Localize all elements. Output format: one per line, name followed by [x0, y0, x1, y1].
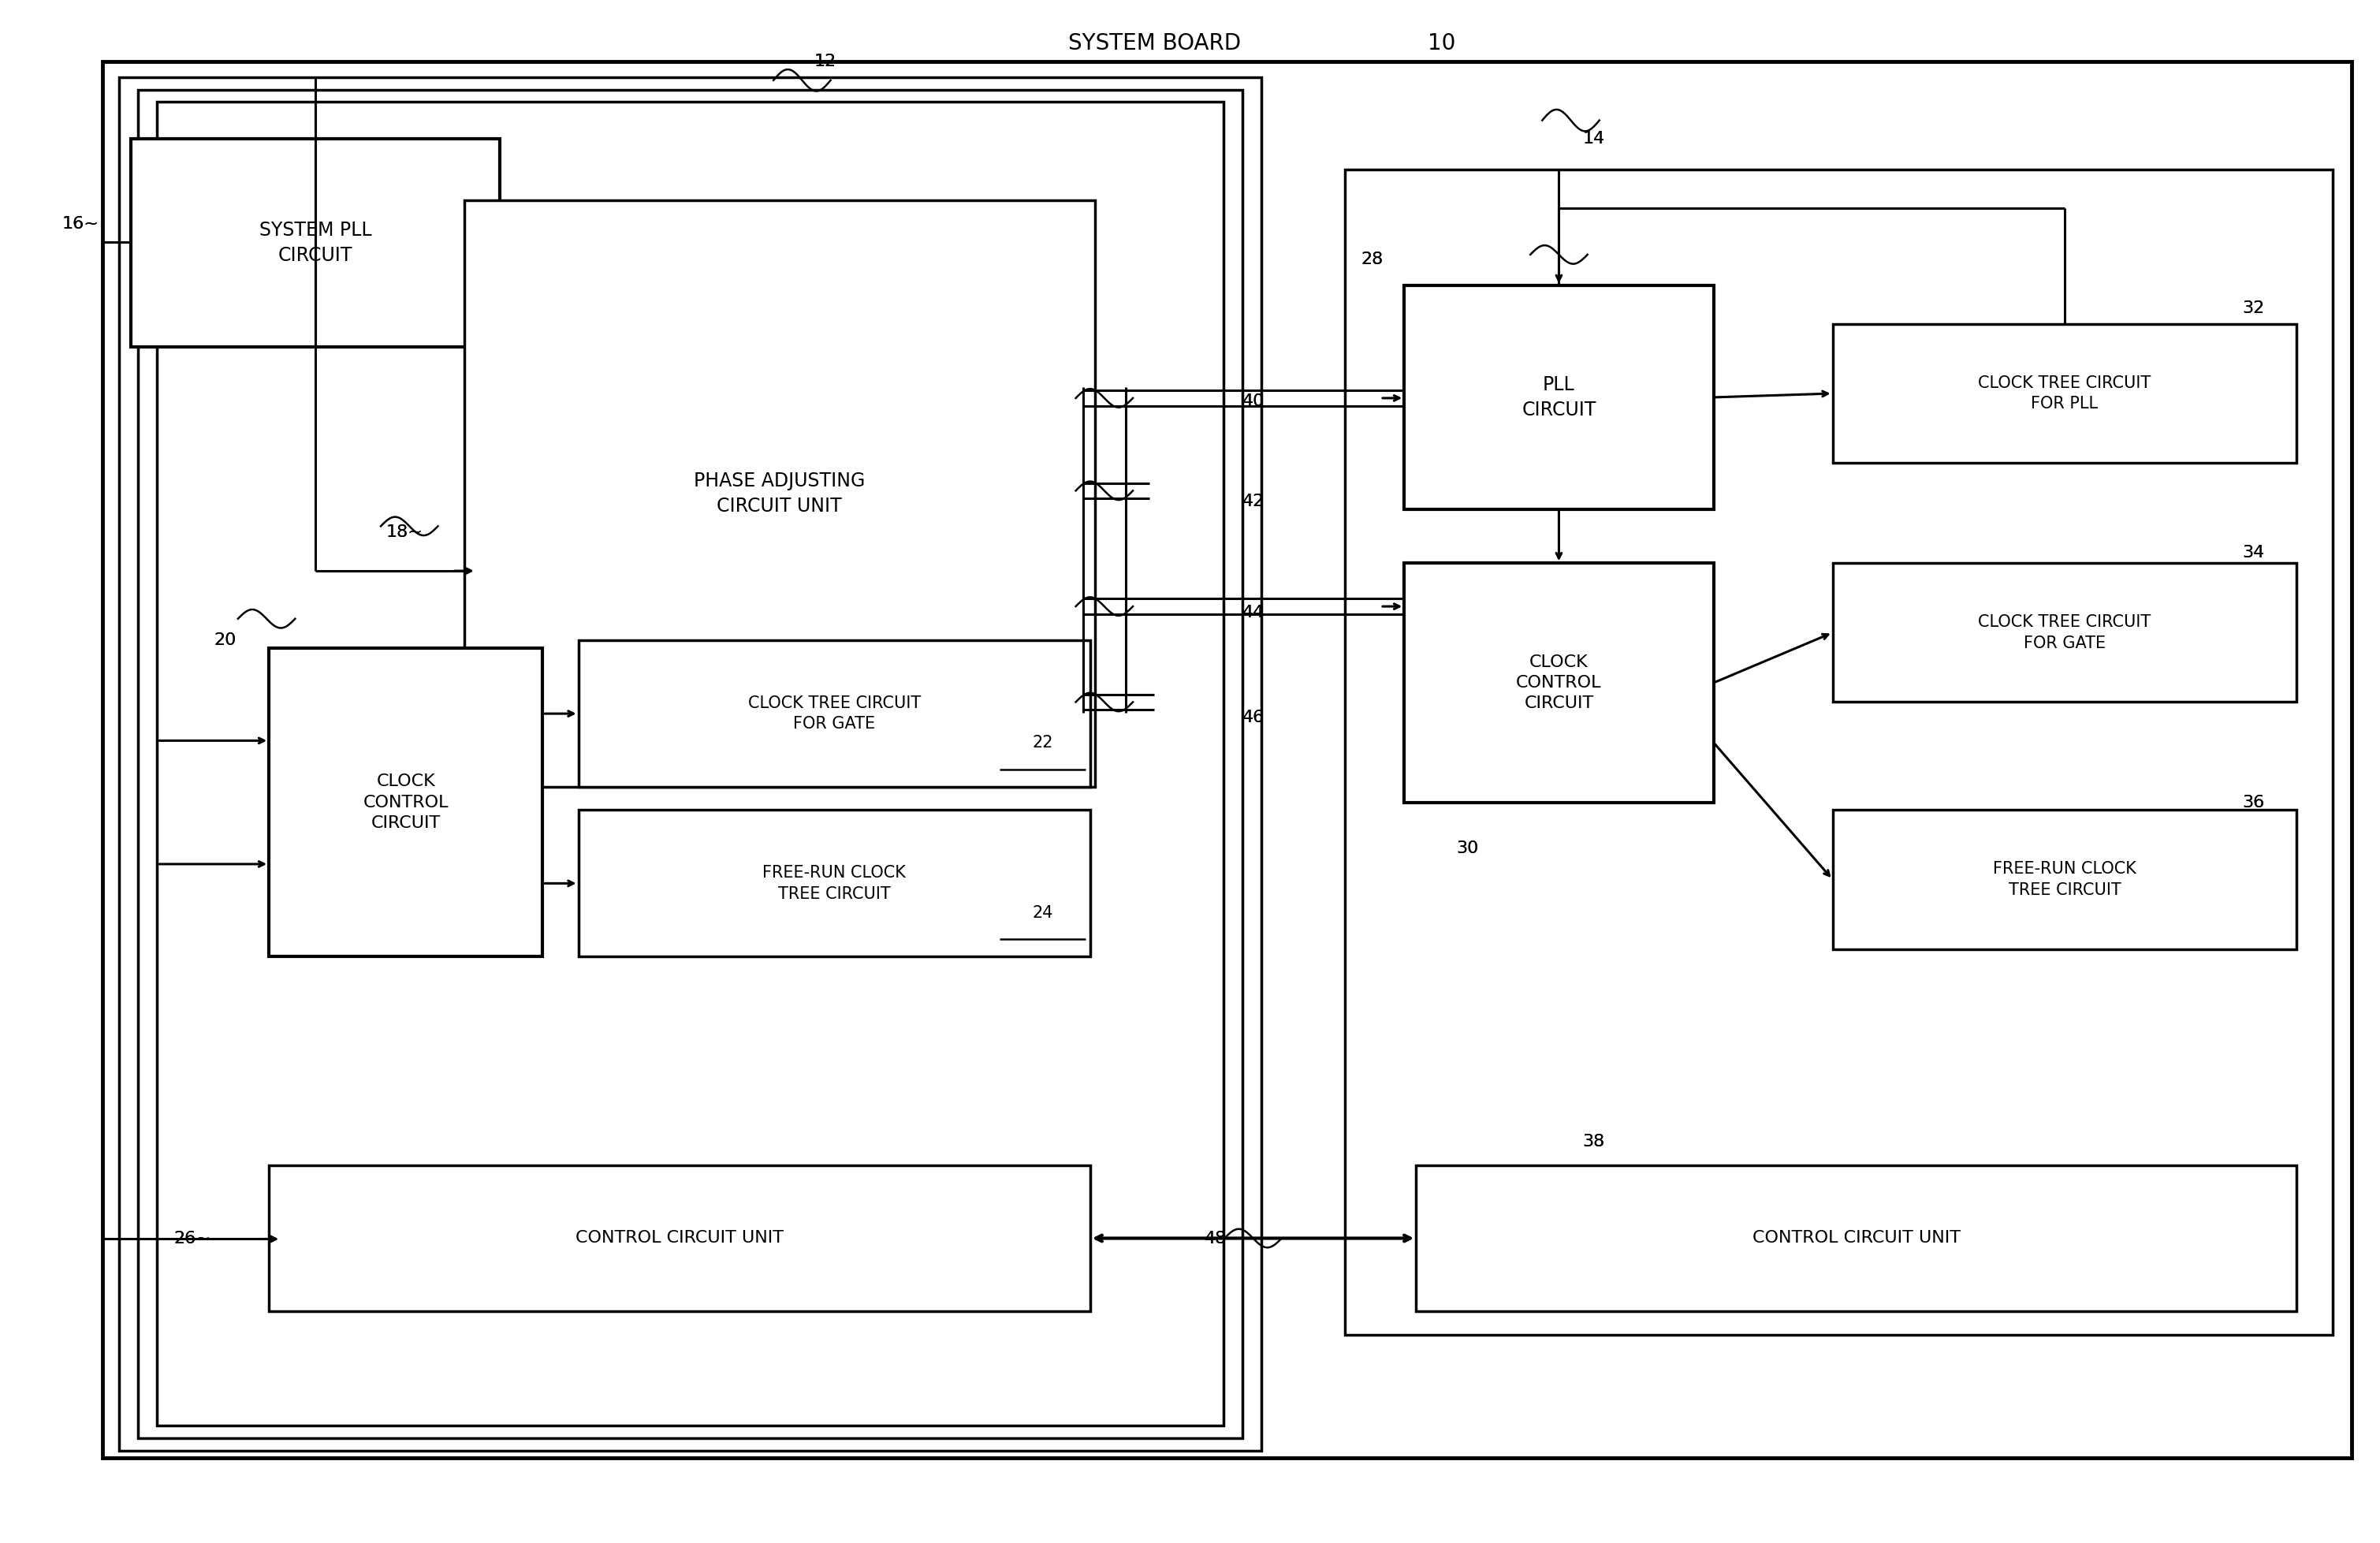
- Text: 46: 46: [1242, 710, 1264, 725]
- Text: SYSTEM PLL
CIRCUIT: SYSTEM PLL CIRCUIT: [259, 221, 371, 265]
- Text: 34: 34: [2242, 545, 2263, 560]
- Text: 26~: 26~: [174, 1231, 212, 1247]
- Text: CLOCK
CONTROL
CIRCUIT: CLOCK CONTROL CIRCUIT: [364, 773, 447, 832]
- Text: CLOCK TREE CIRCUIT
FOR PLL: CLOCK TREE CIRCUIT FOR PLL: [1978, 375, 2152, 412]
- Text: 42: 42: [1242, 494, 1264, 509]
- Text: 48: 48: [1204, 1231, 1226, 1247]
- Bar: [269, 648, 543, 957]
- Text: 44: 44: [1242, 605, 1264, 620]
- Bar: [1404, 563, 1714, 802]
- Bar: [1833, 810, 2297, 949]
- Bar: [269, 1165, 1090, 1312]
- Text: 12: 12: [814, 54, 835, 69]
- Text: 28: 28: [1361, 252, 1383, 267]
- Text: CONTROL CIRCUIT UNIT: CONTROL CIRCUIT UNIT: [1752, 1230, 1961, 1247]
- Text: PHASE ADJUSTING
CIRCUIT UNIT: PHASE ADJUSTING CIRCUIT UNIT: [693, 472, 866, 515]
- Bar: [1833, 563, 2297, 702]
- Text: PLL
CIRCUIT: PLL CIRCUIT: [1521, 375, 1597, 420]
- Text: 32: 32: [2242, 301, 2263, 316]
- Text: 10: 10: [1428, 32, 1457, 54]
- Text: FREE-RUN CLOCK
TREE CIRCUIT: FREE-RUN CLOCK TREE CIRCUIT: [762, 866, 907, 901]
- Bar: [119, 77, 1261, 1450]
- Text: 30: 30: [1457, 841, 1478, 856]
- Text: FREE-RUN CLOCK
TREE CIRCUIT: FREE-RUN CLOCK TREE CIRCUIT: [1992, 861, 2137, 898]
- Bar: [1404, 285, 1714, 509]
- Text: 12: 12: [814, 54, 835, 69]
- Text: 46: 46: [1242, 710, 1264, 725]
- Text: 48: 48: [1204, 1231, 1226, 1247]
- Text: CONTROL CIRCUIT UNIT: CONTROL CIRCUIT UNIT: [576, 1230, 783, 1247]
- Bar: [578, 810, 1090, 957]
- Text: 38: 38: [1583, 1134, 1604, 1150]
- Text: CLOCK
CONTROL
CIRCUIT: CLOCK CONTROL CIRCUIT: [1516, 654, 1602, 711]
- Text: 44: 44: [1242, 605, 1264, 620]
- Bar: [138, 89, 1242, 1438]
- Text: 14: 14: [1583, 131, 1604, 147]
- Bar: [1833, 324, 2297, 463]
- Text: 34: 34: [2242, 545, 2263, 560]
- Text: 36: 36: [2242, 795, 2263, 810]
- Text: SYSTEM BOARD: SYSTEM BOARD: [1069, 32, 1240, 54]
- Bar: [157, 102, 1223, 1426]
- Text: 40: 40: [1242, 393, 1264, 409]
- Text: 42: 42: [1242, 494, 1264, 509]
- Text: 18~: 18~: [386, 525, 424, 540]
- Text: 36: 36: [2242, 795, 2263, 810]
- Bar: [464, 201, 1095, 787]
- Text: 26~: 26~: [174, 1231, 212, 1247]
- Bar: [131, 139, 500, 347]
- Text: 24: 24: [1033, 904, 1052, 921]
- Text: 22: 22: [1033, 734, 1052, 751]
- Bar: [1345, 170, 2332, 1335]
- Text: 20: 20: [214, 633, 236, 648]
- Text: 40: 40: [1242, 393, 1264, 409]
- Text: 20: 20: [214, 633, 236, 648]
- Text: 28: 28: [1361, 252, 1383, 267]
- Bar: [578, 640, 1090, 787]
- Text: 18~: 18~: [386, 525, 424, 540]
- Text: 32: 32: [2242, 301, 2263, 316]
- Text: 30: 30: [1457, 841, 1478, 856]
- Text: 16~: 16~: [62, 216, 100, 231]
- Text: 16~: 16~: [62, 216, 100, 231]
- Text: CLOCK TREE CIRCUIT
FOR GATE: CLOCK TREE CIRCUIT FOR GATE: [747, 696, 921, 731]
- Bar: [1416, 1165, 2297, 1312]
- Text: 14: 14: [1583, 131, 1604, 147]
- Text: CLOCK TREE CIRCUIT
FOR GATE: CLOCK TREE CIRCUIT FOR GATE: [1978, 614, 2152, 651]
- Text: 38: 38: [1583, 1134, 1604, 1150]
